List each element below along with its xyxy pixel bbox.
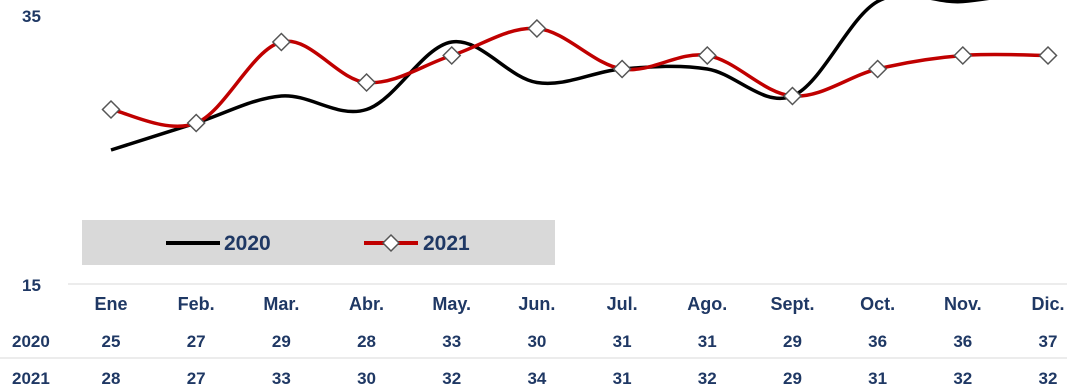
table-cell-2020-oct: 36 [868,332,887,351]
table-cell-2021-may: 32 [442,369,461,388]
table-cell-2021-feb: 27 [187,369,206,388]
category-label-mar: Mar. [263,294,299,314]
category-labels: Ene Feb. Mar. Abr. May. Jun. Jul. Ago. Sept. Oct.… [94,294,1064,314]
table-cell-2020-nov: 36 [953,332,972,351]
series-line-2020 [110,0,990,152]
table-cell-2021-nov: 32 [953,369,972,388]
table-cell-2020-mar: 29 [272,332,291,351]
marker-2021-jun [527,18,547,39]
y-tick-top: 35 [22,7,41,26]
table-cell-2021-ago: 32 [698,369,717,388]
table-cell-2020-sept: 29 [783,332,802,351]
table-cell-2020-jun: 30 [527,332,546,351]
marker-2021-nov [953,45,973,66]
table-cell-2020-dic: 37 [1039,332,1058,351]
table-cell-2021-jul: 31 [613,369,632,388]
category-label-may: May. [432,294,471,314]
legend-label-2021: 2021 [423,232,470,255]
marker-2021-oct [868,59,888,79]
marker-2021-abr [356,72,377,93]
table-row-header-2020: 2020 [12,332,50,351]
table-cell-2021-abr: 30 [357,369,376,388]
marker-2021-jul [612,59,632,79]
data-table: 2020 25 27 29 28 33 30 31 31 29 36 36 37 2021 28 27 33 30… [12,332,1057,388]
marker-2021-dic [1038,45,1058,66]
legend-entry-2020: 2020 [166,232,271,255]
legend-box [82,220,555,265]
table-cell-2021-oct: 31 [868,369,887,388]
marker-2021-ene [101,99,121,120]
category-label-ago: Ago. [687,294,727,314]
table-cell-2020-jul: 31 [613,332,632,351]
legend-entry-2021: 2021 [364,232,470,255]
marker-2021-mar [271,32,291,52]
category-label-nov: Nov. [944,294,982,314]
category-label-ene: Ene [94,294,127,314]
marker-2021-sept [782,86,803,106]
y-tick-bottom: 15 [22,276,41,295]
table-cell-2020-ago: 31 [698,332,717,351]
table-cell-2020-ene: 25 [102,332,121,351]
legend-label-2020: 2020 [224,232,271,255]
table-cell-2021-sept: 29 [783,369,802,388]
table-cell-2021-jun: 34 [527,369,546,388]
category-label-dic: Dic. [1031,294,1064,314]
table-cell-2020-abr: 28 [357,332,376,351]
category-label-oct: Oct. [860,294,895,314]
marker-2021-ago [697,45,717,66]
table-cell-2021-ene: 28 [102,369,121,388]
marker-2021-may [442,45,462,66]
category-label-jul: Jul. [607,294,638,314]
category-label-feb: Feb. [178,294,215,314]
legend-marker-2021 [381,233,401,253]
series-layer [101,0,1058,152]
table-cell-2021-dic: 32 [1039,369,1058,388]
category-label-abr: Abr. [349,294,384,314]
table-cell-2020-feb: 27 [187,332,206,351]
marker-2021-feb [186,113,206,133]
table-cell-2020-may: 33 [442,332,461,351]
table-row-header-2021: 2021 [12,369,50,388]
category-label-sept: Sept. [770,294,814,314]
table-cell-2021-mar: 33 [272,369,291,388]
category-label-jun: Jun. [518,294,555,314]
